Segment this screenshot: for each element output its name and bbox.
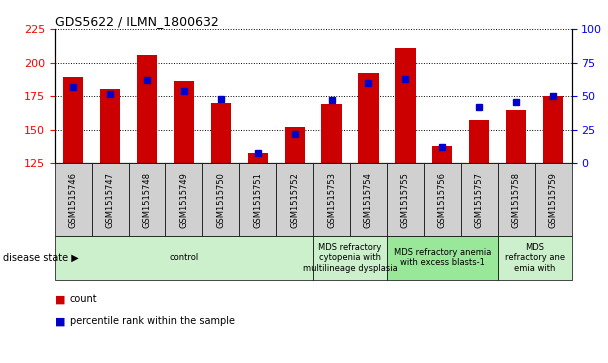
Text: GSM1515747: GSM1515747 (106, 172, 114, 228)
Text: MDS
refractory ane
emia with: MDS refractory ane emia with (505, 243, 565, 273)
Bar (137, 54, 157, 163)
Text: GSM1515751: GSM1515751 (254, 172, 262, 228)
Text: ■: ■ (55, 294, 65, 305)
Text: GSM1515758: GSM1515758 (512, 172, 520, 228)
Text: count: count (70, 294, 97, 305)
Bar (543, 96, 563, 163)
Text: GSM1515750: GSM1515750 (216, 172, 226, 228)
Text: GSM1515748: GSM1515748 (142, 172, 151, 228)
Text: GSM1515759: GSM1515759 (548, 172, 558, 228)
Bar (100, 89, 120, 163)
Text: ■: ■ (55, 316, 65, 326)
Text: percentile rank within the sample: percentile rank within the sample (70, 316, 235, 326)
Text: GSM1515749: GSM1515749 (179, 172, 188, 228)
Text: MDS refractory
cytopenia with
multilineage dysplasia: MDS refractory cytopenia with multilinea… (303, 243, 398, 273)
Bar (174, 81, 194, 163)
Bar (432, 146, 452, 163)
Bar (506, 110, 527, 163)
Text: GSM1515746: GSM1515746 (69, 172, 78, 228)
Bar (63, 77, 83, 163)
Bar (211, 103, 231, 163)
Text: GSM1515754: GSM1515754 (364, 172, 373, 228)
Text: GSM1515752: GSM1515752 (290, 172, 299, 228)
Text: MDS refractory anemia
with excess blasts-1: MDS refractory anemia with excess blasts… (393, 248, 491, 268)
Text: GSM1515753: GSM1515753 (327, 172, 336, 228)
Bar (247, 152, 268, 163)
Text: GSM1515755: GSM1515755 (401, 172, 410, 228)
Text: GSM1515756: GSM1515756 (438, 172, 447, 228)
Text: disease state ▶: disease state ▶ (3, 253, 79, 263)
Text: control: control (169, 253, 199, 262)
Text: GDS5622 / ILMN_1800632: GDS5622 / ILMN_1800632 (55, 15, 218, 28)
Text: GSM1515757: GSM1515757 (475, 172, 484, 228)
Bar (322, 104, 342, 163)
Bar (285, 127, 305, 163)
Bar (469, 121, 489, 163)
Bar (358, 73, 379, 163)
Bar (395, 48, 415, 163)
